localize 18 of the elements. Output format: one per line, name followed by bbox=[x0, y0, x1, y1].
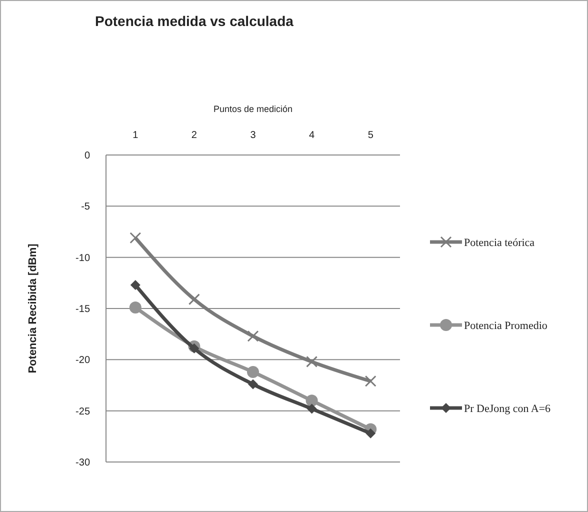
x-axis-title: Puntos de medición bbox=[213, 104, 293, 114]
y-tick-label: -30 bbox=[76, 458, 90, 468]
x-tick-label: 5 bbox=[368, 130, 374, 141]
y-axis-title: Potencia Recibida [dBm] bbox=[27, 243, 39, 374]
legend-label: Potencia Promedio bbox=[464, 320, 548, 332]
y-tick-label: -15 bbox=[76, 304, 90, 315]
y-tick-label: -10 bbox=[76, 252, 90, 264]
x-tick-label: 3 bbox=[250, 130, 256, 141]
legend-label: Potencia teórica bbox=[464, 237, 535, 249]
x-tick-label: 2 bbox=[191, 130, 198, 141]
x-tick-label: 1 bbox=[132, 130, 139, 141]
y-tick-label: -5 bbox=[81, 202, 90, 213]
y-tick-label: -20 bbox=[76, 355, 90, 366]
y-tick-label: 0 bbox=[84, 150, 90, 162]
y-tick-label: -25 bbox=[76, 406, 90, 418]
x-tick-label: 4 bbox=[309, 130, 316, 141]
legend-label: Pr DeJong con A=6 bbox=[464, 403, 552, 415]
chart-title: Potencia medida vs calculada bbox=[95, 13, 294, 29]
